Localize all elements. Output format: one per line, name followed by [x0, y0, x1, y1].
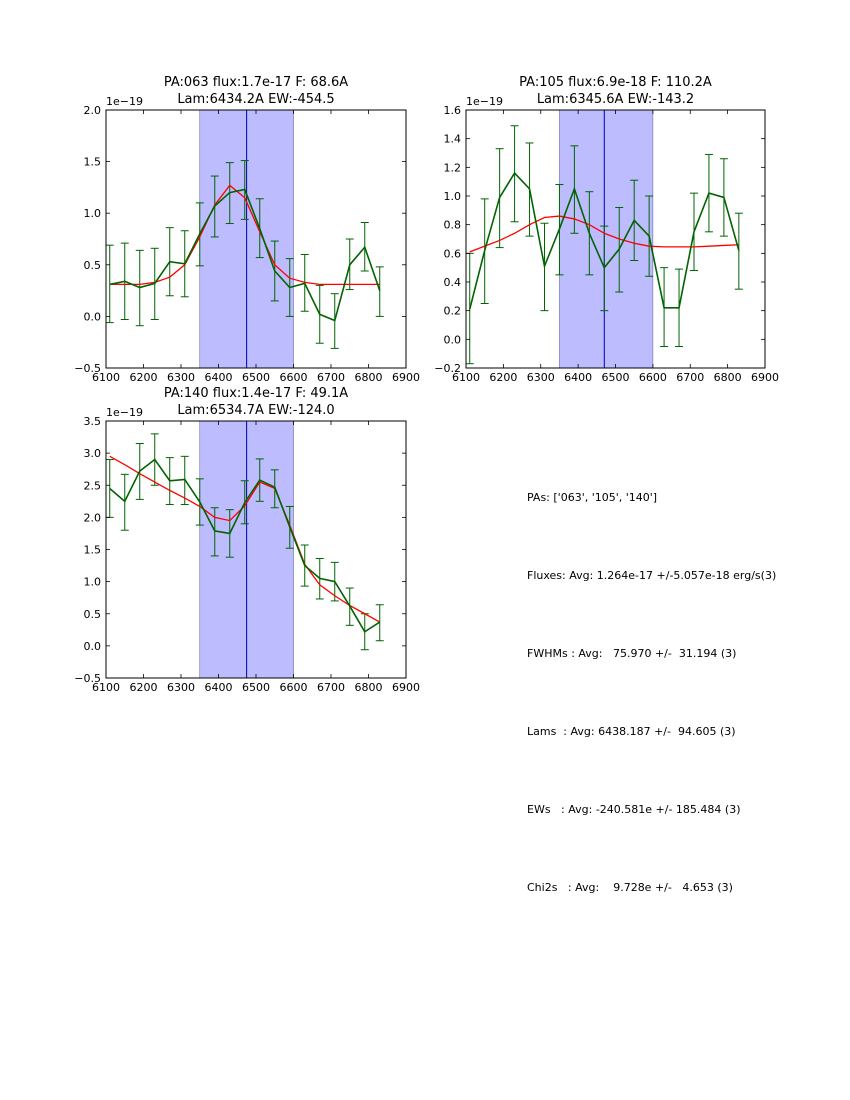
chart-title-line1: PA:063 flux:1.7e-17 F: 68.6A: [164, 75, 348, 90]
y-tick-label: 1.6: [444, 104, 462, 117]
summary-ews: EWs : Avg: -240.581e +/- 185.484 (3): [527, 803, 741, 816]
x-tick-label: 6800: [714, 371, 742, 384]
chart-title-line2: Lam:6434.2A EW:-454.5: [177, 92, 334, 107]
y-tick-label: 0.4: [444, 276, 462, 289]
y-tick-label: 1.5: [84, 544, 102, 557]
y-tick-label: 1.2: [444, 161, 462, 174]
y-tick-label: 1.4: [444, 133, 462, 146]
y-tick-label: 0.2: [444, 305, 462, 318]
x-tick-label: 6100: [452, 371, 480, 384]
summary-pas: PAs: ['063', '105', '140']: [527, 491, 658, 504]
offset-label: 1e−19: [106, 95, 143, 108]
x-tick-label: 6800: [355, 371, 383, 384]
x-tick-label: 6600: [280, 371, 308, 384]
x-tick-label: 6400: [564, 371, 592, 384]
x-tick-label: 6200: [130, 681, 158, 694]
chart-title-line1: PA:105 flux:6.9e-18 F: 110.2A: [519, 75, 712, 90]
offset-label: 1e−19: [466, 95, 503, 108]
x-tick-label: 6900: [751, 371, 779, 384]
chart-title-line1: PA:140 flux:1.4e-17 F: 49.1A: [164, 386, 348, 401]
y-tick-label: −0.5: [74, 362, 101, 375]
y-tick-label: 0.5: [84, 259, 102, 272]
x-tick-label: 6700: [676, 371, 704, 384]
y-tick-label: 0.5: [84, 608, 102, 621]
y-tick-label: 2.0: [84, 511, 102, 524]
highlight-band: [559, 109, 654, 369]
y-tick-label: 1.0: [444, 190, 462, 203]
x-tick-label: 6500: [242, 371, 270, 384]
x-tick-label: 6900: [392, 371, 420, 384]
y-tick-label: 0.0: [444, 333, 462, 346]
x-tick-label: 6500: [242, 681, 270, 694]
x-tick-label: 6900: [392, 681, 420, 694]
chart-panel-3: 6100 6200 6300 6400 6500 6600 6700 6800 6900 −0.5…: [74, 386, 420, 694]
x-tick-label: 6400: [205, 371, 233, 384]
y-tick-label: 1.0: [84, 576, 102, 589]
data-line: [109, 188, 381, 322]
x-tick-label: 6500: [602, 371, 630, 384]
y-tick-label: 0.0: [84, 310, 102, 323]
y-tick-label: −0.2: [434, 362, 461, 375]
offset-label: 1e−19: [106, 406, 143, 419]
y-tick-label: 2.5: [84, 479, 102, 492]
data-line: [109, 458, 381, 633]
chart-panel-2: 6100 6200 6300 6400 6500 6600 6700 6800 6900 −0.2…: [434, 75, 779, 384]
chart-title-line2: Lam:6534.7A EW:-124.0: [177, 403, 334, 418]
summary-block: PAs: ['063', '105', '140'] Fluxes: Avg: …: [527, 433, 776, 927]
x-tick-label: 6800: [355, 681, 383, 694]
x-tick-label: 6200: [489, 371, 517, 384]
fit-line: [469, 215, 739, 253]
x-tick-label: 6600: [639, 371, 667, 384]
x-tick-label: 6300: [167, 681, 195, 694]
y-tick-label: 0.0: [84, 640, 102, 653]
x-tick-label: 6300: [527, 371, 555, 384]
summary-lams: Lams : Avg: 6438.187 +/- 94.605 (3): [527, 725, 736, 738]
summary-chi2s: Chi2s : Avg: 9.728e +/- 4.653 (3): [527, 881, 733, 894]
y-tick-label: 0.8: [444, 219, 462, 232]
y-tick-label: 1.0: [84, 207, 102, 220]
fit-line: [109, 455, 381, 623]
x-tick-label: 6100: [92, 371, 120, 384]
y-tick-label: 3.5: [84, 415, 102, 428]
y-tick-label: −0.5: [74, 672, 101, 685]
x-tick-label: 6300: [167, 371, 195, 384]
y-tick-label: 0.6: [444, 247, 462, 260]
x-tick-label: 6200: [130, 371, 158, 384]
x-tick-label: 6600: [280, 681, 308, 694]
x-tick-label: 6700: [317, 371, 345, 384]
summary-fwhms: FWHMs : Avg: 75.970 +/- 31.194 (3): [527, 647, 737, 660]
x-tick-label: 6400: [205, 681, 233, 694]
chart-title-line2: Lam:6345.6A EW:-143.2: [537, 92, 694, 107]
x-tick-label: 6100: [92, 681, 120, 694]
chart-panel-1: 6100 6200 6300 6400 6500 6600 6700 6800 6900 −0.5…: [74, 75, 420, 384]
y-tick-label: 1.5: [84, 156, 102, 169]
y-tick-label: 3.0: [84, 447, 102, 460]
x-tick-label: 6700: [317, 681, 345, 694]
summary-fluxes: Fluxes: Avg: 1.264e-17 +/-5.057e-18 erg/…: [527, 569, 777, 582]
data-line: [468, 171, 740, 310]
y-tick-label: 2.0: [84, 104, 102, 117]
